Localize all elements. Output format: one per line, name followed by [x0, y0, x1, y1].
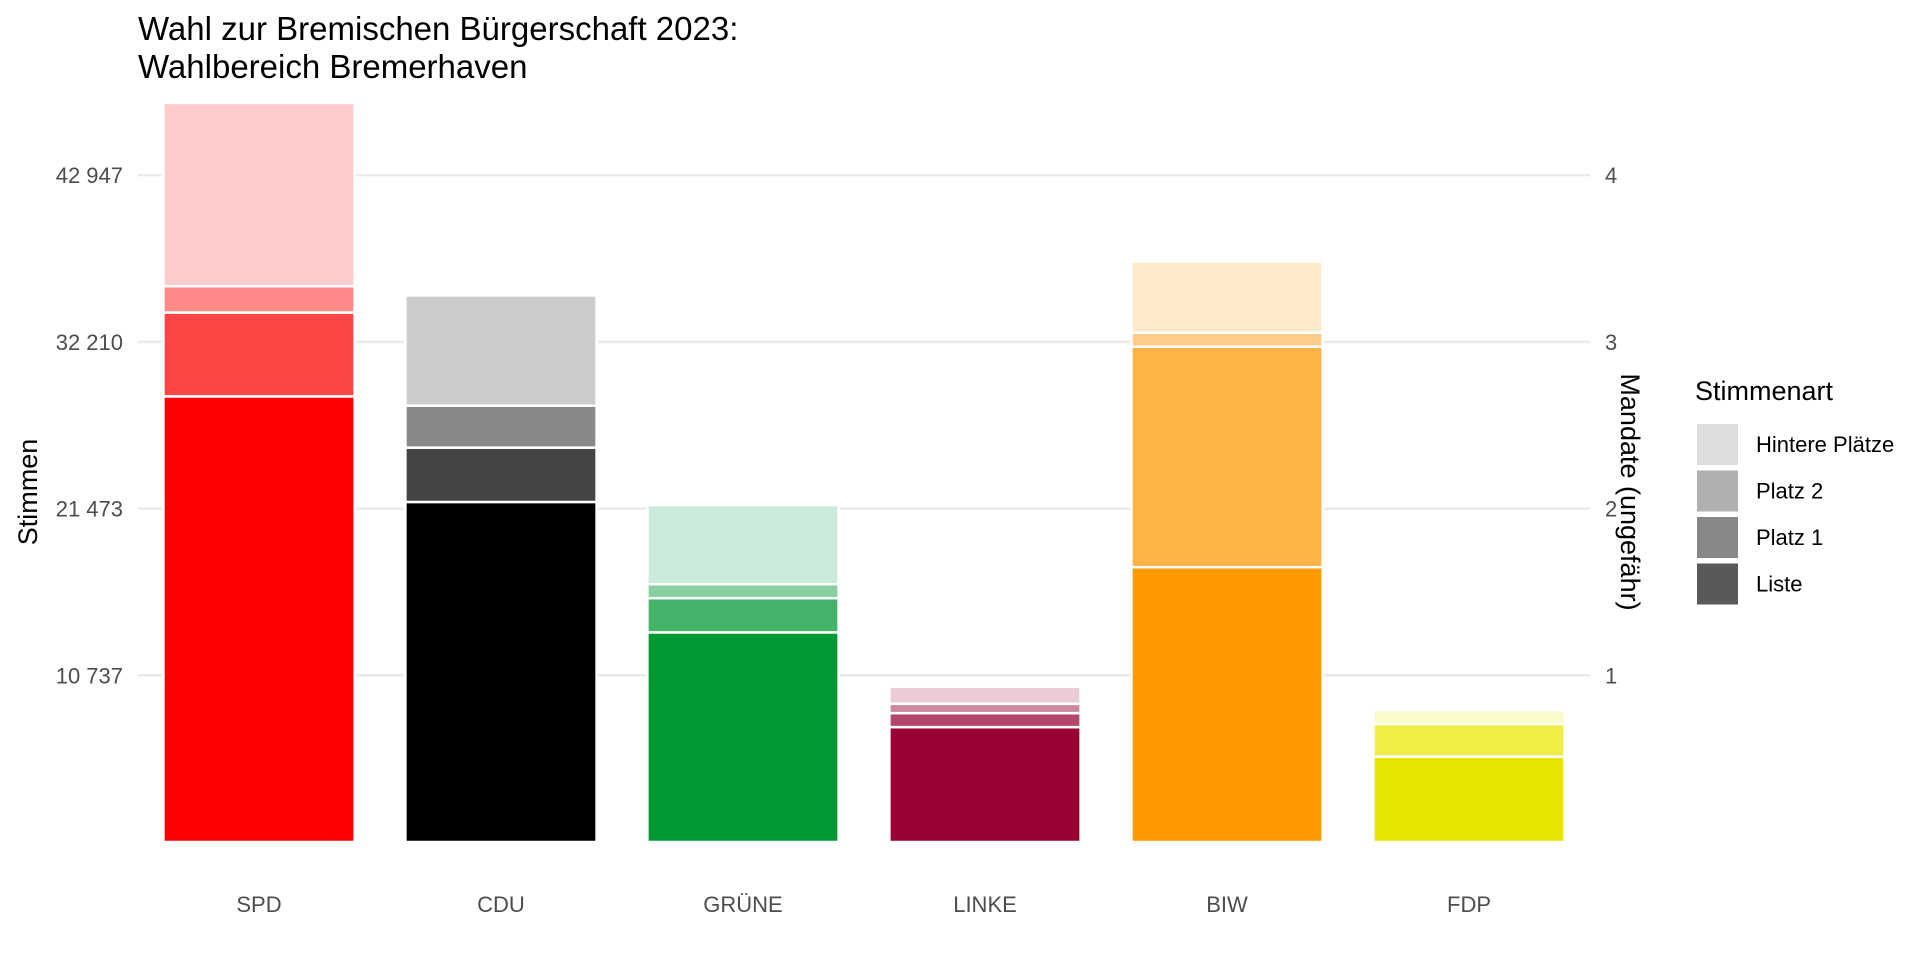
bar-segment-linke-platz-2 [888, 702, 1082, 715]
bar-segment-spd-hintere-pl-tze [162, 101, 356, 288]
legend-swatch [1697, 517, 1738, 558]
y2-axis-ticks: 1 2 3 4 [1605, 163, 1617, 688]
bar-segment-grüne-liste [646, 631, 840, 844]
bar-segment-fdp-hintere-pl-tze [1372, 708, 1566, 726]
bar-segment-biw-hintere-pl-tze [1130, 260, 1324, 334]
chart-title-line-2: Wahlbereich Bremerhaven [138, 48, 527, 85]
y2-tick-label: 3 [1605, 330, 1617, 355]
legend-swatch [1697, 563, 1738, 605]
y2-axis-title: Mandate (ungefähr) [1615, 373, 1645, 610]
x-tick-label: CDU [477, 892, 525, 917]
y-axis-ticks: 10 737 21 473 32 210 42 947 [56, 163, 123, 688]
x-tick-label: SPD [236, 892, 281, 917]
bars [162, 101, 1566, 844]
legend-label: Hintere Plätze [1756, 432, 1894, 457]
y2-tick-label: 1 [1605, 663, 1617, 688]
legend-swatch [1697, 470, 1738, 512]
y-axis-title: Stimmen [13, 439, 43, 546]
legend-title: Stimmenart [1695, 376, 1834, 406]
x-axis-ticks: SPD CDU GRÜNE LINKE BIW FDP [236, 892, 1491, 917]
y2-tick-label: 4 [1605, 163, 1617, 188]
bar-segment-linke-liste [888, 725, 1082, 844]
x-tick-label: LINKE [953, 892, 1017, 917]
x-tick-label: BIW [1206, 892, 1248, 917]
bar-segment-linke-hintere-pl-tze [888, 685, 1082, 706]
bar-segment-biw-platz-2 [1130, 331, 1324, 348]
y-tick-label: 32 210 [56, 330, 123, 355]
bar-segment-grüne-platz-2 [646, 583, 840, 600]
legend: Stimmenart Hintere Plätze Platz 2 Platz 1 L… [1695, 376, 1894, 605]
bar-segment-cdu-liste [404, 500, 598, 844]
bar-segment-grüne-hintere-pl-tze [646, 503, 840, 586]
legend-label: Platz 2 [1756, 479, 1823, 504]
bar-segment-biw-liste [1130, 565, 1324, 844]
x-tick-label: GRÜNE [703, 892, 782, 917]
bar-segment-spd-platz-1 [162, 311, 356, 398]
y-tick-label: 21 473 [56, 497, 123, 522]
bar-segment-biw-platz-1 [1130, 345, 1324, 569]
bar-segment-spd-liste [162, 395, 356, 844]
y2-tick-label: 2 [1605, 497, 1617, 522]
legend-swatch [1697, 424, 1738, 465]
legend-label: Platz 1 [1756, 525, 1823, 550]
bar-segment-cdu-platz-2 [404, 404, 598, 449]
bar-segment-grüne-platz-1 [646, 596, 840, 634]
y-tick-label: 42 947 [56, 163, 123, 188]
bar-segment-fdp-liste [1372, 755, 1566, 844]
grid-lines [138, 173, 1590, 677]
bar-segment-linke-platz-1 [888, 711, 1082, 729]
bar-segment-spd-platz-2 [162, 284, 356, 314]
chart-title-line-1: Wahl zur Bremischen Bürgerschaft 2023: [138, 10, 738, 47]
x-tick-label: FDP [1447, 892, 1491, 917]
bar-segment-cdu-platz-1 [404, 446, 598, 504]
legend-label: Liste [1756, 572, 1802, 597]
y-tick-label: 10 737 [56, 663, 123, 688]
bar-segment-cdu-hintere-pl-tze [404, 294, 598, 407]
bar-segment-fdp-platz-1 [1372, 722, 1566, 758]
